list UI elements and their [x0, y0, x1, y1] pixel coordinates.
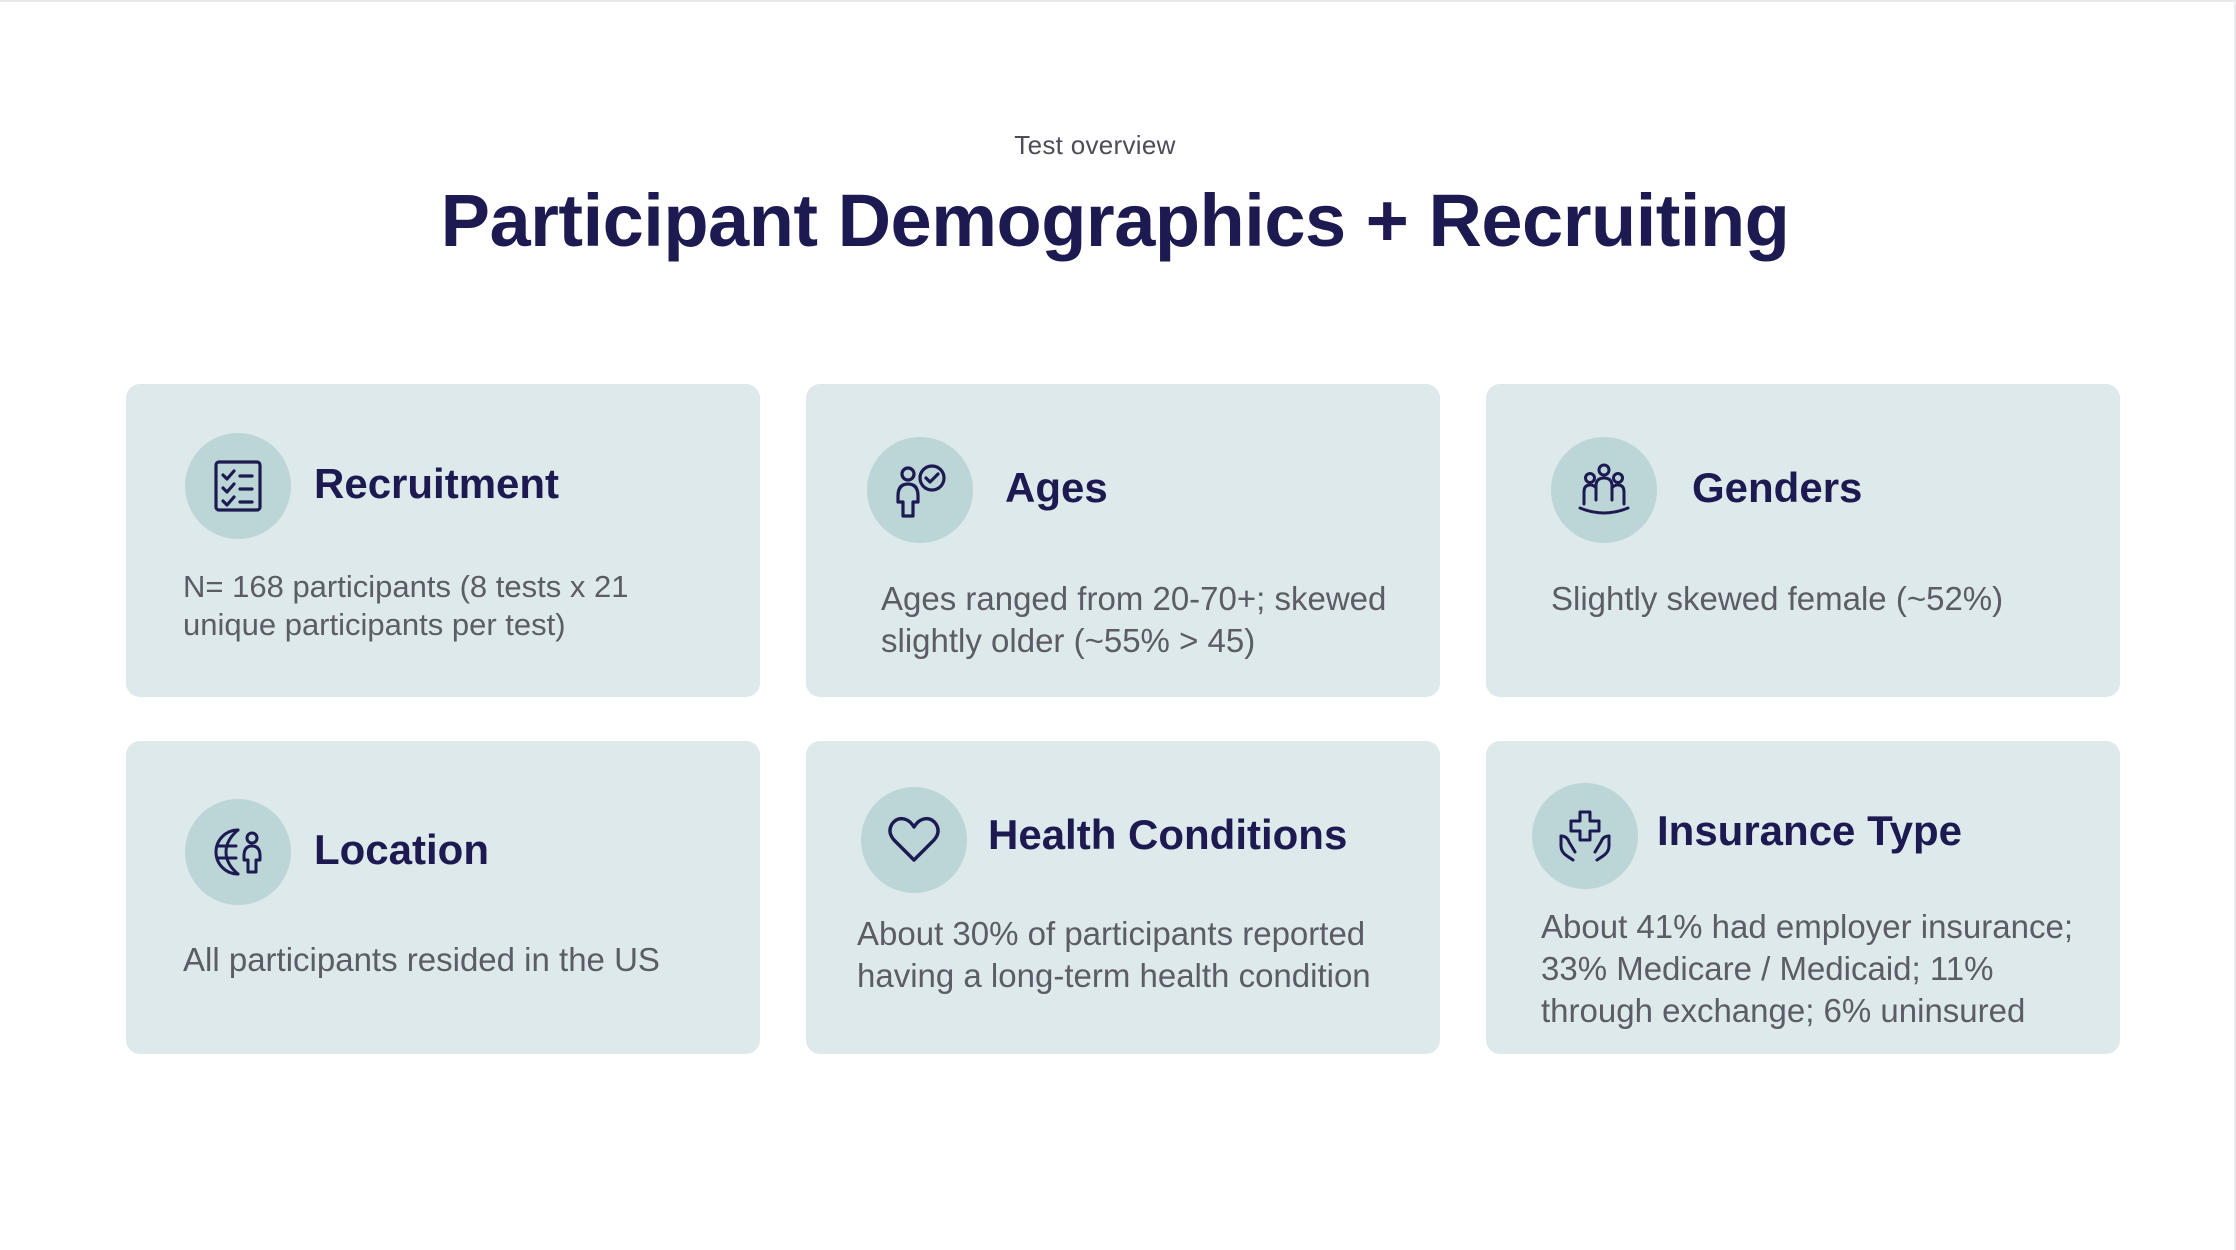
card-text: Slightly skewed female (~52%): [1551, 580, 2004, 617]
heart-icon: [861, 787, 967, 893]
card-text: About 30% of participants reported havin…: [857, 915, 1371, 994]
hands-medical-cross-icon: [1532, 783, 1638, 889]
card-text: All participants resided in the US: [183, 941, 660, 978]
top-border: [0, 0, 2236, 2]
card-insurance-type: Insurance Type About 41% had employer in…: [1486, 741, 2120, 1054]
group-people-icon: [1551, 437, 1657, 543]
card-ages: Ages Ages ranged from 20-70+; skewed sli…: [806, 384, 1440, 697]
eyebrow-label: Test overview: [1014, 130, 1176, 160]
page-title: Participant Demographics + Recruiting: [440, 179, 1790, 262]
card-health-conditions: Health Conditions About 30% of participa…: [806, 741, 1440, 1054]
checklist-icon: [185, 433, 291, 539]
globe-person-icon: [185, 799, 291, 905]
right-edge: [2234, 0, 2236, 1250]
card-title: Location: [314, 826, 489, 873]
card-recruitment: Recruitment N= 168 participants (8 tests…: [126, 384, 760, 697]
card-genders: Genders Slightly skewed female (~52%): [1486, 384, 2120, 697]
card-location: Location All participants resided in the…: [126, 741, 760, 1054]
card-title: Genders: [1692, 464, 1863, 511]
card-title: Ages: [1005, 464, 1108, 511]
card-text: About 41% had employer insurance; 33% Me…: [1541, 908, 2073, 1029]
card-title: Recruitment: [314, 460, 560, 507]
card-title: Health Conditions: [988, 811, 1348, 858]
card-text: N= 168 participants (8 tests x 21 unique…: [183, 569, 629, 642]
card-title: Insurance Type: [1657, 807, 1962, 854]
person-check-icon: [867, 437, 973, 543]
card-text: Ages ranged from 20-70+; skewed slightly…: [881, 580, 1387, 659]
